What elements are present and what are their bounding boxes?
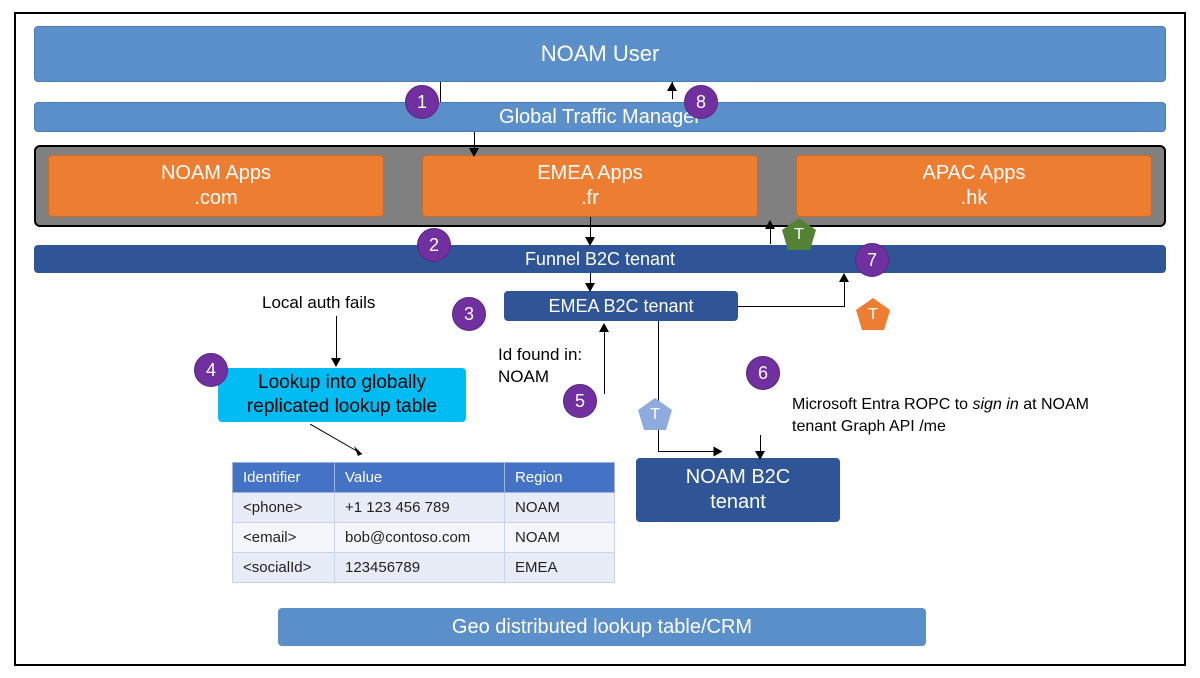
apac-apps-box: APAC Apps .hk	[796, 155, 1152, 217]
lookup-table: Identifier Value Region <phone> +1 123 4…	[232, 462, 615, 583]
step-2: 2	[417, 228, 451, 262]
apac-apps-l1: APAC Apps	[922, 161, 1025, 186]
id-found-label: Id found in: NOAM	[498, 344, 582, 388]
lookup-box: Lookup into globally replicated lookup t…	[218, 368, 466, 422]
ropc-label: Microsoft Entra ROPC to sign in at NOAM …	[792, 394, 1089, 437]
gtm-label: Global Traffic Manager	[499, 106, 701, 129]
funnel-label: Funnel B2C tenant	[525, 249, 675, 270]
emea-apps-l2: .fr	[581, 186, 599, 211]
emea-apps-l1: EMEA Apps	[537, 161, 643, 186]
table-row: <phone> +1 123 456 789 NOAM	[233, 493, 615, 523]
noam-b2c-box: NOAM B2C tenant	[636, 458, 840, 522]
noam-apps-l1: NOAM Apps	[161, 161, 271, 186]
noam-b2c-l2: tenant	[710, 490, 766, 515]
lookup-l2: replicated lookup table	[247, 395, 437, 419]
geo-label: Geo distributed lookup table/CRM	[452, 616, 752, 639]
apac-apps-l2: .hk	[961, 186, 988, 211]
gtm-box: Global Traffic Manager	[34, 102, 1166, 132]
lookup-l1: Lookup into globally	[258, 371, 426, 395]
local-auth-label: Local auth fails	[262, 293, 375, 313]
emea-apps-box: EMEA Apps .fr	[422, 155, 758, 217]
th-region: Region	[505, 463, 615, 493]
th-identifier: Identifier	[233, 463, 335, 493]
step-1: 1	[405, 85, 439, 119]
pentagon-green: T	[782, 218, 816, 250]
th-value: Value	[335, 463, 505, 493]
step-8: 8	[684, 85, 718, 119]
emea-b2c-box: EMEA B2C tenant	[504, 291, 738, 321]
noam-user-box: NOAM User	[34, 26, 1166, 82]
emea-b2c-label: EMEA B2C tenant	[548, 296, 693, 317]
funnel-box: Funnel B2C tenant	[34, 245, 1166, 273]
table-row: <email> bob@contoso.com NOAM	[233, 523, 615, 553]
geo-box: Geo distributed lookup table/CRM	[278, 608, 926, 646]
step-4: 4	[194, 353, 228, 387]
step-5: 5	[563, 384, 597, 418]
pentagon-orange: T	[856, 298, 890, 330]
noam-b2c-l1: NOAM B2C	[686, 465, 790, 490]
table-row: <socialId> 123456789 EMEA	[233, 553, 615, 583]
noam-apps-box: NOAM Apps .com	[48, 155, 384, 217]
step-6: 6	[746, 356, 780, 390]
step-7: 7	[855, 243, 889, 277]
noam-apps-l2: .com	[194, 186, 237, 211]
noam-user-label: NOAM User	[541, 41, 660, 67]
step-3: 3	[452, 297, 486, 331]
pentagon-blue: T	[638, 398, 672, 430]
